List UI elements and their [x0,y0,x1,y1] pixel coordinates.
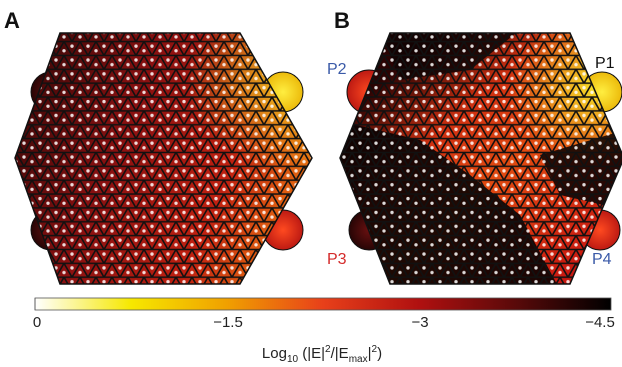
port-label-p1: P1 [595,55,615,72]
panel-a: A [4,8,313,285]
colorbar-tick-label-2: −3 [411,314,428,331]
lattice-b [340,33,622,284]
hexagon-b-outline [339,32,622,285]
colorbar-tick-label-0: 0 [33,314,41,331]
port-label-p4: P4 [592,251,612,268]
lattice-a [15,33,312,284]
hexagon-a-outline [14,32,313,285]
colorbar-tick-label-1: −1.5 [213,314,243,331]
port-label-p2: P2 [327,61,347,78]
panel-b-label: B [334,8,350,33]
panel-a-label: A [4,8,20,33]
port-label-p3: P3 [327,251,347,268]
colorbar-gradient [34,297,612,311]
panel-b: B P1 P2 P3 P4 [327,8,622,285]
colorbar: 0 −1.5 −3 −4.5 Log10 (|E|2/|Emax|2) [33,297,615,365]
colorbar-axis-title: Log10 (|E|2/|Emax|2) [262,344,382,365]
colorbar-tick-label-3: −4.5 [585,314,615,331]
